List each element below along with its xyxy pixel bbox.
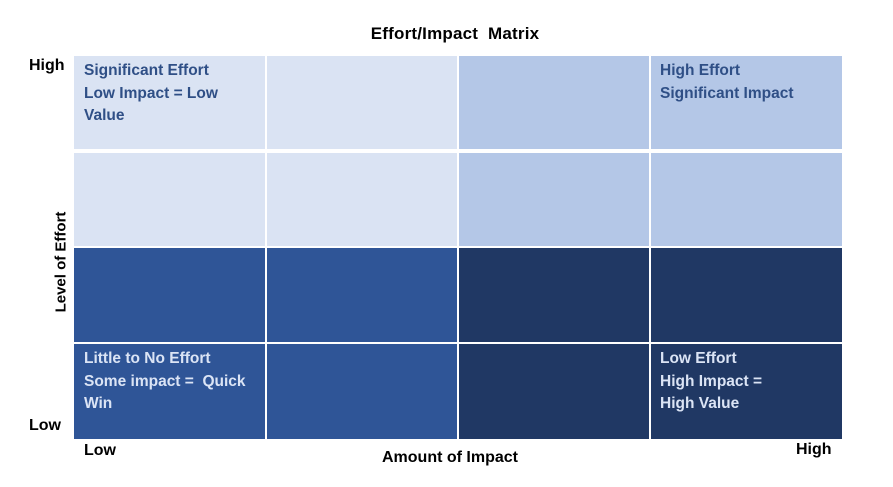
x-axis-high-label: High xyxy=(796,441,832,458)
quadrant-top-left-text: Significant Effort Low Impact = Low Valu… xyxy=(84,60,218,128)
quadrant-line: Low Impact = Low xyxy=(84,84,218,102)
quadrant-bottom-left-text: Little to No Effort Some impact = Quick … xyxy=(84,348,246,416)
x-axis-low-label: Low xyxy=(84,442,116,459)
matrix-cell xyxy=(74,56,265,149)
matrix-cell xyxy=(651,56,842,149)
quadrant-line: High Value xyxy=(660,395,740,412)
y-axis-title: Level of Effort xyxy=(52,211,70,313)
matrix-cell xyxy=(651,153,842,246)
matrix-cell xyxy=(267,153,457,246)
matrix-cell xyxy=(651,344,842,439)
quadrant-line: Little to No Effort xyxy=(84,350,211,367)
quadrant-line: High Impact = xyxy=(660,372,763,390)
matrix-cell xyxy=(74,153,265,246)
matrix-cell xyxy=(267,248,457,342)
y-axis-high-label: High xyxy=(29,57,65,74)
matrix-cell xyxy=(459,344,649,439)
matrix-cell xyxy=(459,56,649,149)
quadrant-line: Significant Impact xyxy=(660,84,794,102)
matrix-title: Effort/Impact Matrix xyxy=(370,24,540,43)
quadrant-bottom-right-text: Low Effort High Impact = High Value xyxy=(660,348,762,416)
matrix-cell xyxy=(267,344,457,439)
matrix-cell xyxy=(459,153,649,246)
quadrant-line: Some impact = Quick xyxy=(84,372,246,390)
quadrant-line: Value xyxy=(84,107,125,124)
quadrant-line: Significant Effort xyxy=(84,62,209,79)
quadrant-line: Win xyxy=(84,395,113,412)
matrix-cell xyxy=(459,248,649,342)
quadrant-line: High Effort xyxy=(660,62,741,79)
quadrant-top-right-text: High Effort Significant Impact xyxy=(660,60,794,105)
y-axis-low-label: Low xyxy=(29,417,61,434)
matrix-cell xyxy=(74,344,265,439)
quadrant-line: Low Effort xyxy=(660,350,737,367)
matrix-cell xyxy=(74,248,265,342)
x-axis-title: Amount of Impact xyxy=(382,449,518,466)
matrix-cell xyxy=(651,248,842,342)
matrix-cell xyxy=(267,56,457,149)
